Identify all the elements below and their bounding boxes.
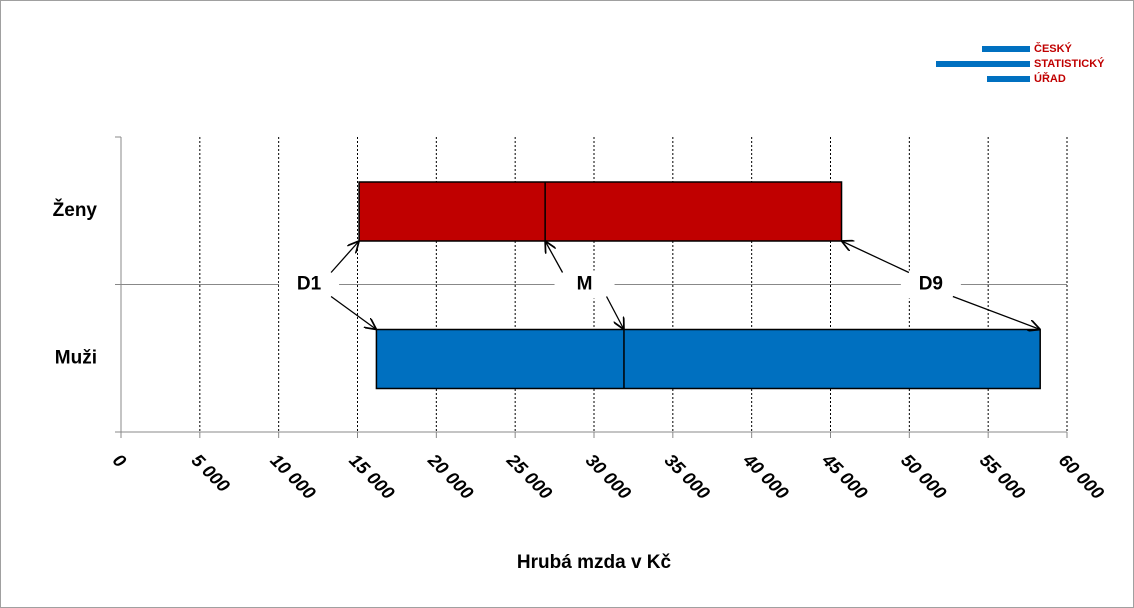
bar (358, 181, 843, 242)
annotation: D1 (297, 274, 322, 295)
annotation-arrow (330, 295, 376, 330)
annotation: M (577, 274, 593, 295)
logo: ČESKÝ STATISTICKÝ ÚŘAD (936, 42, 1105, 85)
annotation-bg (554, 270, 615, 299)
annotation-arrow (545, 241, 564, 273)
logo-bar (987, 76, 1030, 82)
annotation-arrow (330, 241, 359, 273)
annotation-arrow (952, 295, 1040, 330)
logo-bar (936, 61, 1030, 67)
annotation: D9 (919, 274, 943, 295)
logo-text: ČESKÝ (1034, 42, 1073, 55)
annotation-bg (279, 270, 340, 299)
x-axis-label: Hrubá mzda v Kč (517, 552, 672, 573)
logo-text: STATISTICKÝ (1034, 57, 1105, 70)
annotation-bg (900, 270, 961, 299)
annotation-arrow (842, 241, 910, 274)
logo-bar (982, 46, 1030, 52)
annotation-arrow (605, 296, 624, 330)
y-tick-label: Muži (55, 347, 97, 368)
bar (375, 328, 1041, 390)
y-tick-label: Ženy (53, 199, 98, 221)
logo-text: ÚŘAD (1034, 72, 1066, 85)
